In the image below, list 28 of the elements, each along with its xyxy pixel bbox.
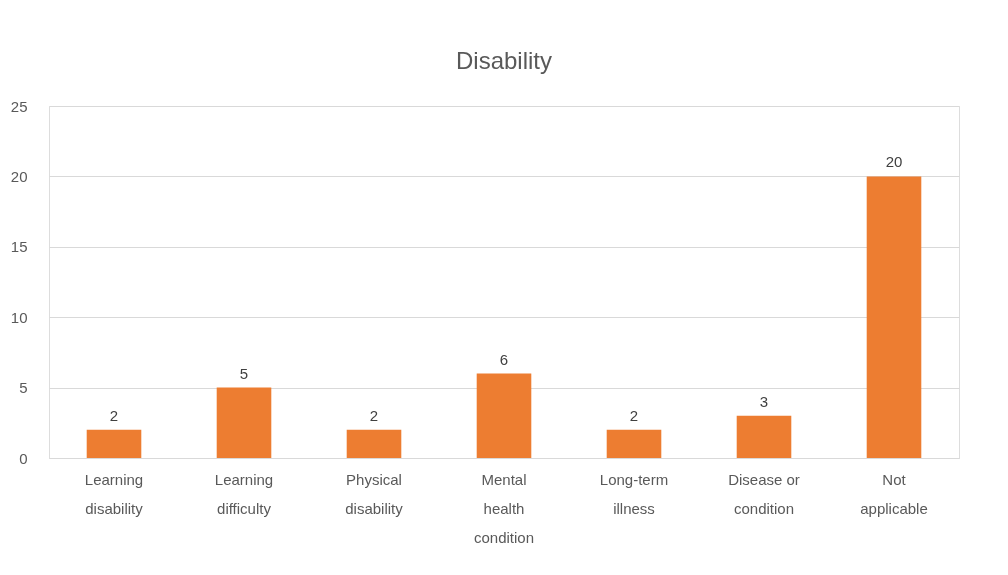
data-label: 2 <box>629 406 639 424</box>
bar <box>866 176 922 458</box>
y-tick-label: 25 <box>10 97 28 115</box>
data-label: 6 <box>499 350 509 368</box>
y-tick-label: 5 <box>19 379 28 397</box>
x-tick-label: Not applicable <box>860 470 928 517</box>
x-tick-label: Mental health condition <box>473 470 535 546</box>
y-tick-label: 15 <box>10 238 28 256</box>
x-tick-label: Learning difficulty <box>214 470 274 517</box>
bar <box>346 429 402 458</box>
data-label: 2 <box>109 406 119 424</box>
bar <box>476 373 532 458</box>
data-label: 20 <box>885 153 903 171</box>
chart-title: Disability <box>455 47 553 74</box>
bar <box>736 415 792 458</box>
x-tick-label: Physical disability <box>345 470 404 517</box>
data-label: 5 <box>239 364 249 382</box>
x-tick-label: Long-term illness <box>599 470 669 517</box>
y-tick-label: 0 <box>19 449 28 467</box>
bar <box>606 429 662 458</box>
x-tick-label: Disease or condition <box>728 470 800 517</box>
data-label: 3 <box>759 392 769 410</box>
bar <box>86 429 142 458</box>
y-tick-label: 20 <box>10 167 28 185</box>
x-tick-label: Learning disability <box>84 470 144 517</box>
y-tick-label: 10 <box>10 308 28 326</box>
bar <box>216 387 272 458</box>
data-label: 2 <box>369 406 379 424</box>
